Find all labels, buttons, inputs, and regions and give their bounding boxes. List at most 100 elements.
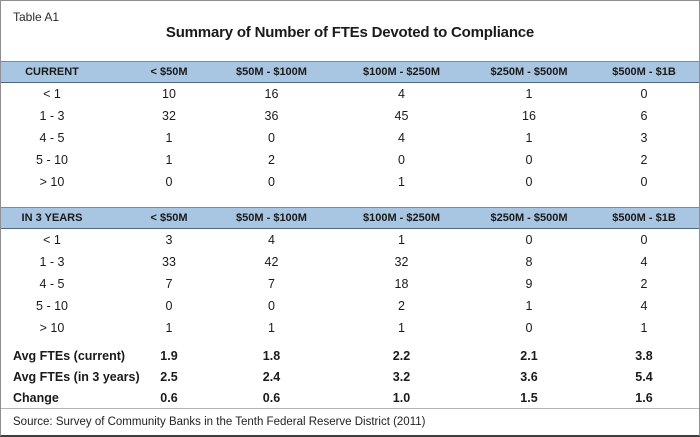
table-row: 5 - 10 1 2 0 0 2 — [1, 149, 699, 171]
column-header: < $50M — [150, 212, 188, 224]
cell: 1.5 — [520, 390, 538, 405]
cell: 8 — [525, 255, 533, 269]
row-label: 5 - 10 — [36, 299, 68, 313]
row-label: 1 - 3 — [39, 109, 65, 123]
column-header: $500M - $1B — [612, 66, 676, 78]
cell: 2 — [398, 299, 405, 313]
cell: 16 — [522, 109, 536, 123]
cell: 1.0 — [392, 390, 411, 405]
column-header: $100M - $250M — [362, 212, 441, 224]
cell: 0 — [165, 299, 173, 313]
cell: 0.6 — [262, 390, 281, 405]
source-text: Source: Survey of Community Banks in the… — [13, 416, 426, 428]
cell: 33 — [162, 255, 176, 269]
table-header-area: Table A1 Summary of Number of FTEs Devot… — [1, 1, 699, 61]
cell: 2 — [640, 153, 648, 167]
table-row: 4 - 5 7 7 18 9 2 — [1, 273, 699, 295]
cell: 2.4 — [262, 369, 281, 384]
cell: 32 — [394, 255, 409, 269]
cell: 1 — [268, 321, 275, 335]
row-label: < 1 — [43, 233, 61, 247]
summary-row-label: Avg FTEs (in 3 years) — [13, 369, 140, 384]
cell: 0.6 — [160, 390, 178, 405]
cell: 0 — [165, 175, 173, 189]
cell: 0 — [268, 299, 275, 313]
cell: 0 — [525, 175, 533, 189]
column-header: < $50M — [150, 66, 188, 78]
row-label: < 1 — [43, 87, 61, 101]
cell: 1 — [398, 321, 405, 335]
summary-row: Change 0.6 0.6 1.0 1.5 1.6 — [1, 387, 699, 408]
cell: 1 — [398, 175, 405, 189]
table-row: 1 - 3 33 42 32 8 4 — [1, 251, 699, 273]
table-label: Table A1 — [13, 10, 60, 24]
cell: 3.6 — [520, 369, 538, 384]
column-header: $100M - $250M — [362, 66, 441, 78]
cell: 0 — [268, 175, 275, 189]
cell: 1 — [525, 131, 533, 145]
cell: 0 — [640, 175, 648, 189]
column-header: $250M - $500M — [490, 212, 568, 224]
table-row: 4 - 5 1 0 4 1 3 — [1, 127, 699, 149]
summary-row: Avg FTEs (in 3 years) 2.5 2.4 3.2 3.6 5.… — [1, 366, 699, 387]
cell: 4 — [398, 87, 405, 101]
section-header-label: IN 3 YEARS — [21, 212, 83, 224]
cell: 1 — [640, 321, 648, 335]
cell: 36 — [264, 109, 279, 123]
column-header: $500M - $1B — [612, 212, 676, 224]
summary-row: Avg FTEs (current) 1.9 1.8 2.2 2.1 3.8 — [1, 345, 699, 366]
cell: 10 — [162, 87, 176, 101]
cell: 45 — [394, 109, 409, 123]
cell: 4 — [640, 299, 648, 313]
row-label: > 10 — [39, 321, 65, 335]
section-header-row-current: CURRENT < $50M $50M - $100M $100M - $250… — [1, 61, 699, 83]
cell: 0 — [398, 153, 405, 167]
cell: 1 — [165, 153, 173, 167]
cell: 0 — [640, 87, 648, 101]
cell: 0 — [268, 131, 275, 145]
table-row: < 1 3 4 1 0 0 — [1, 229, 699, 251]
table-row: 1 - 3 32 36 45 16 6 — [1, 105, 699, 127]
cell: 1.6 — [635, 390, 653, 405]
summary-row-label: Change — [13, 390, 59, 405]
section-header-row-in-3-years: IN 3 YEARS < $50M $50M - $100M $100M - $… — [1, 207, 699, 229]
row-label: 4 - 5 — [39, 131, 65, 145]
cell: 1 — [525, 87, 533, 101]
cell: 7 — [268, 277, 275, 291]
cell: 3 — [165, 233, 173, 247]
source-note: Source: Survey of Community Banks in the… — [1, 408, 699, 435]
cell: 2.2 — [392, 348, 411, 363]
cell: 1 — [398, 233, 405, 247]
table-row: 5 - 10 0 0 2 1 4 — [1, 295, 699, 317]
cell: 18 — [394, 277, 409, 291]
table-row: < 1 10 16 4 1 0 — [1, 83, 699, 105]
cell: 2 — [640, 277, 648, 291]
cell: 1.9 — [160, 348, 178, 363]
table-row: > 10 0 0 1 0 0 — [1, 171, 699, 193]
cell: 4 — [398, 131, 405, 145]
cell: 9 — [525, 277, 533, 291]
cell: 2 — [268, 153, 275, 167]
cell: 16 — [264, 87, 279, 101]
cell: 7 — [165, 277, 173, 291]
row-label: > 10 — [39, 175, 65, 189]
cell: 3 — [640, 131, 648, 145]
cell: 4 — [640, 255, 648, 269]
row-label: 4 - 5 — [39, 277, 65, 291]
cell: 3.2 — [392, 369, 411, 384]
cell: 0 — [640, 233, 648, 247]
cell: 5.4 — [635, 369, 653, 384]
column-header: $50M - $100M — [236, 66, 307, 78]
cell: 0 — [525, 233, 533, 247]
cell: 1 — [165, 321, 173, 335]
cell: 6 — [640, 109, 648, 123]
cell: 4 — [268, 233, 275, 247]
cell: 1.8 — [262, 348, 281, 363]
cell: 2.1 — [520, 348, 538, 363]
summary-row-label: Avg FTEs (current) — [13, 348, 126, 363]
column-header: $250M - $500M — [490, 66, 568, 78]
column-header: $50M - $100M — [236, 212, 307, 224]
row-label: 1 - 3 — [39, 255, 65, 269]
table-title: Summary of Number of FTEs Devoted to Com… — [165, 24, 535, 41]
